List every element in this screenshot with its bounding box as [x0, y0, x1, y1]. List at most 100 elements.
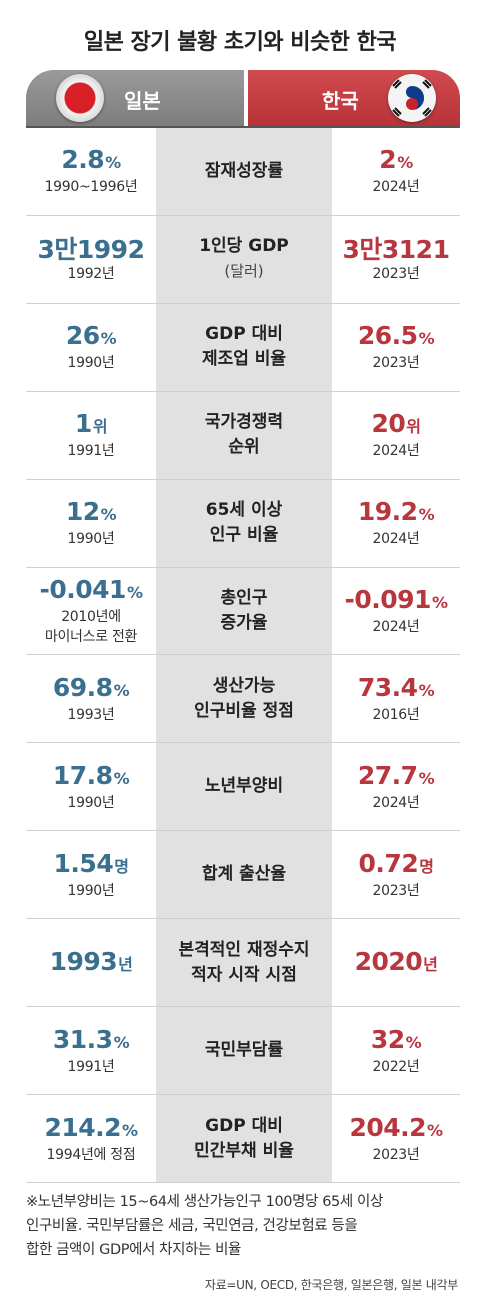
row-label-line: 생산가능: [212, 675, 276, 696]
korea-value-number: 27.7: [357, 760, 418, 790]
korea-year: 2023년: [372, 355, 420, 372]
table-row: 1.54명 1990년 합계 출산율 0.72명 2023년: [26, 831, 460, 920]
table-row: 1993년 본격적인 재정수지 적자 시작 시점 2020년: [26, 919, 460, 1008]
table-row: 26% 1990년 GDP 대비 제조업 비율 26.5% 2023년: [26, 304, 460, 392]
korea-value-unit: 위: [406, 417, 421, 437]
table-row: 1위 1991년 국가경쟁력 순위 20위 2024년: [26, 392, 460, 480]
japan-value-unit: %: [113, 680, 130, 700]
japan-value-unit: %: [113, 768, 130, 788]
japan-year: 1993년: [67, 706, 115, 723]
table-row: 2.8% 1990~1996년 잠재성장률 2% 2024년: [26, 128, 460, 216]
korea-cell: 2% 2024년: [332, 128, 460, 215]
table-row: 31.3% 1991년 국민부담률 32% 2022년: [26, 1007, 460, 1096]
japan-cell: 1위 1991년: [26, 392, 156, 479]
japan-value-number: 31.3: [52, 1024, 113, 1054]
japan-year: 1994년에 정점: [46, 1146, 136, 1163]
korea-value-unit: %: [418, 329, 435, 349]
korea-year: 2016년: [372, 706, 420, 723]
row-label-line: 1인당 GDP: [199, 236, 289, 257]
chart-title: 일본 장기 불황 초기와 비슷한 한국: [83, 30, 397, 55]
row-label-line: 순위: [228, 437, 260, 458]
table-row: 17.8% 1990년 노년부양비 27.7% 2024년: [26, 743, 460, 832]
korea-value-number: 204.2: [349, 1112, 427, 1142]
row-label: 총인구 증가율: [156, 568, 332, 655]
row-label-line: 65세 이상: [205, 500, 283, 521]
korea-year: 2023년: [372, 1146, 420, 1163]
row-label: 1인당 GDP (달러): [156, 216, 332, 303]
japan-value: -0.041%: [40, 575, 143, 607]
japan-value-unit: %: [122, 1120, 138, 1140]
table-row: -0.041% 2010년에 마이너스로 전환 총인구 증가율 -0.091% 2024년: [26, 568, 460, 656]
japan-value-number: 1993: [49, 946, 118, 976]
japan-value: 1993년: [50, 947, 133, 979]
japan-cell: 1.54명 1990년: [26, 831, 156, 918]
row-label: GDP 대비 민간부채 비율: [156, 1095, 332, 1182]
korea-cell: 73.4% 2016년: [332, 656, 460, 743]
japan-value: 69.8%: [52, 672, 130, 705]
korea-value: 73.4%: [357, 672, 435, 705]
japan-value: 2.8%: [61, 145, 121, 177]
korea-cell: 2020년: [332, 919, 460, 1006]
korea-year: 2024년: [372, 794, 420, 811]
korea-value-number: 3만3121: [342, 234, 450, 264]
japan-cell: 214.2% 1994년에 정점: [26, 1095, 156, 1182]
korea-value-number: 2020: [354, 946, 423, 976]
japan-value: 31.3%: [52, 1024, 130, 1057]
korea-cell: 3만3121 2023년: [332, 216, 460, 303]
japan-cell: 31.3% 1991년: [26, 1007, 156, 1094]
korea-cell: 204.2% 2023년: [332, 1095, 460, 1182]
row-label-line: 국가경쟁력: [204, 412, 284, 433]
korea-year: 2024년: [372, 619, 420, 636]
comparison-table: 2.8% 1990~1996년 잠재성장률 2% 2024년 3만1992 1992년 1인당…: [26, 126, 460, 1183]
japan-cell: 26% 1990년: [26, 304, 156, 391]
japan-year: 마이너스로 전환: [44, 629, 138, 646]
japan-value: 12%: [66, 497, 117, 529]
japan-year: 1990년: [67, 531, 115, 548]
korea-year: 2024년: [372, 531, 420, 548]
footnote-line: 인구비율. 국민부담률은 세금, 국민연금, 건강보험료 등을: [26, 1218, 358, 1234]
korea-value-number: 26.5: [357, 321, 418, 351]
korea-year: 2023년: [372, 265, 420, 282]
japan-year: 1990~1996년: [44, 179, 138, 196]
row-label-line: GDP 대비: [205, 324, 283, 345]
japan-value-number: -0.041: [39, 575, 127, 605]
korea-value: 0.72명: [359, 849, 434, 881]
japan-value-unit: %: [100, 329, 117, 349]
japan-value-unit: %: [105, 153, 121, 173]
source-note: 자료=UN, OECD, 한국은행, 일본은행, 일본 내각부: [204, 1278, 458, 1292]
row-label-line: 합계 출산율: [201, 864, 287, 885]
korea-value: 3만3121: [343, 235, 450, 264]
korea-value-unit: %: [418, 768, 435, 788]
row-label-line: 국민부담률: [204, 1040, 284, 1061]
korea-value: 2%: [379, 145, 413, 177]
japan-year: 1990년: [67, 355, 115, 372]
row-label-line: 노년부양비: [204, 776, 284, 797]
korea-cell: 32% 2022년: [332, 1007, 460, 1094]
japan-value-number: 3만1992: [37, 234, 145, 264]
footnote: ※노년부양비는 15~64세 생산가능인구 100명당 65세 이상 인구비율.…: [26, 1190, 462, 1262]
column-header: 일본 한국: [26, 70, 460, 126]
japan-value-number: 214.2: [44, 1112, 122, 1142]
korea-year: 2022년: [372, 1058, 420, 1075]
korea-cell: 26.5% 2023년: [332, 304, 460, 391]
korea-value-unit: %: [418, 505, 435, 525]
table-row: 12% 1990년 65세 이상 인구 비율 19.2% 2024년: [26, 480, 460, 568]
japan-cell: 1993년: [26, 919, 156, 1006]
japan-cell: 69.8% 1993년: [26, 656, 156, 743]
row-label-line: 인구비율 정점: [194, 700, 294, 721]
japan-value: 17.8%: [53, 761, 130, 793]
korea-value-number: 73.4: [357, 672, 418, 702]
row-label: 본격적인 재정수지 적자 시작 시점: [156, 919, 332, 1006]
row-label-line: 증가율: [220, 613, 268, 634]
japan-value-number: 1.54: [53, 848, 114, 878]
japan-cell: 12% 1990년: [26, 480, 156, 567]
korea-cell: 19.2% 2024년: [332, 480, 460, 567]
footnote-line: ※노년부양비는 15~64세 생산가능인구 100명당 65세 이상: [26, 1194, 383, 1210]
row-label-line: 적자 시작 시점: [191, 964, 297, 985]
japan-value-number: 69.8: [52, 672, 113, 702]
korea-cell: 27.7% 2024년: [332, 743, 460, 830]
japan-value-unit: 명: [114, 856, 129, 876]
row-label: 국민부담률: [156, 1007, 332, 1094]
